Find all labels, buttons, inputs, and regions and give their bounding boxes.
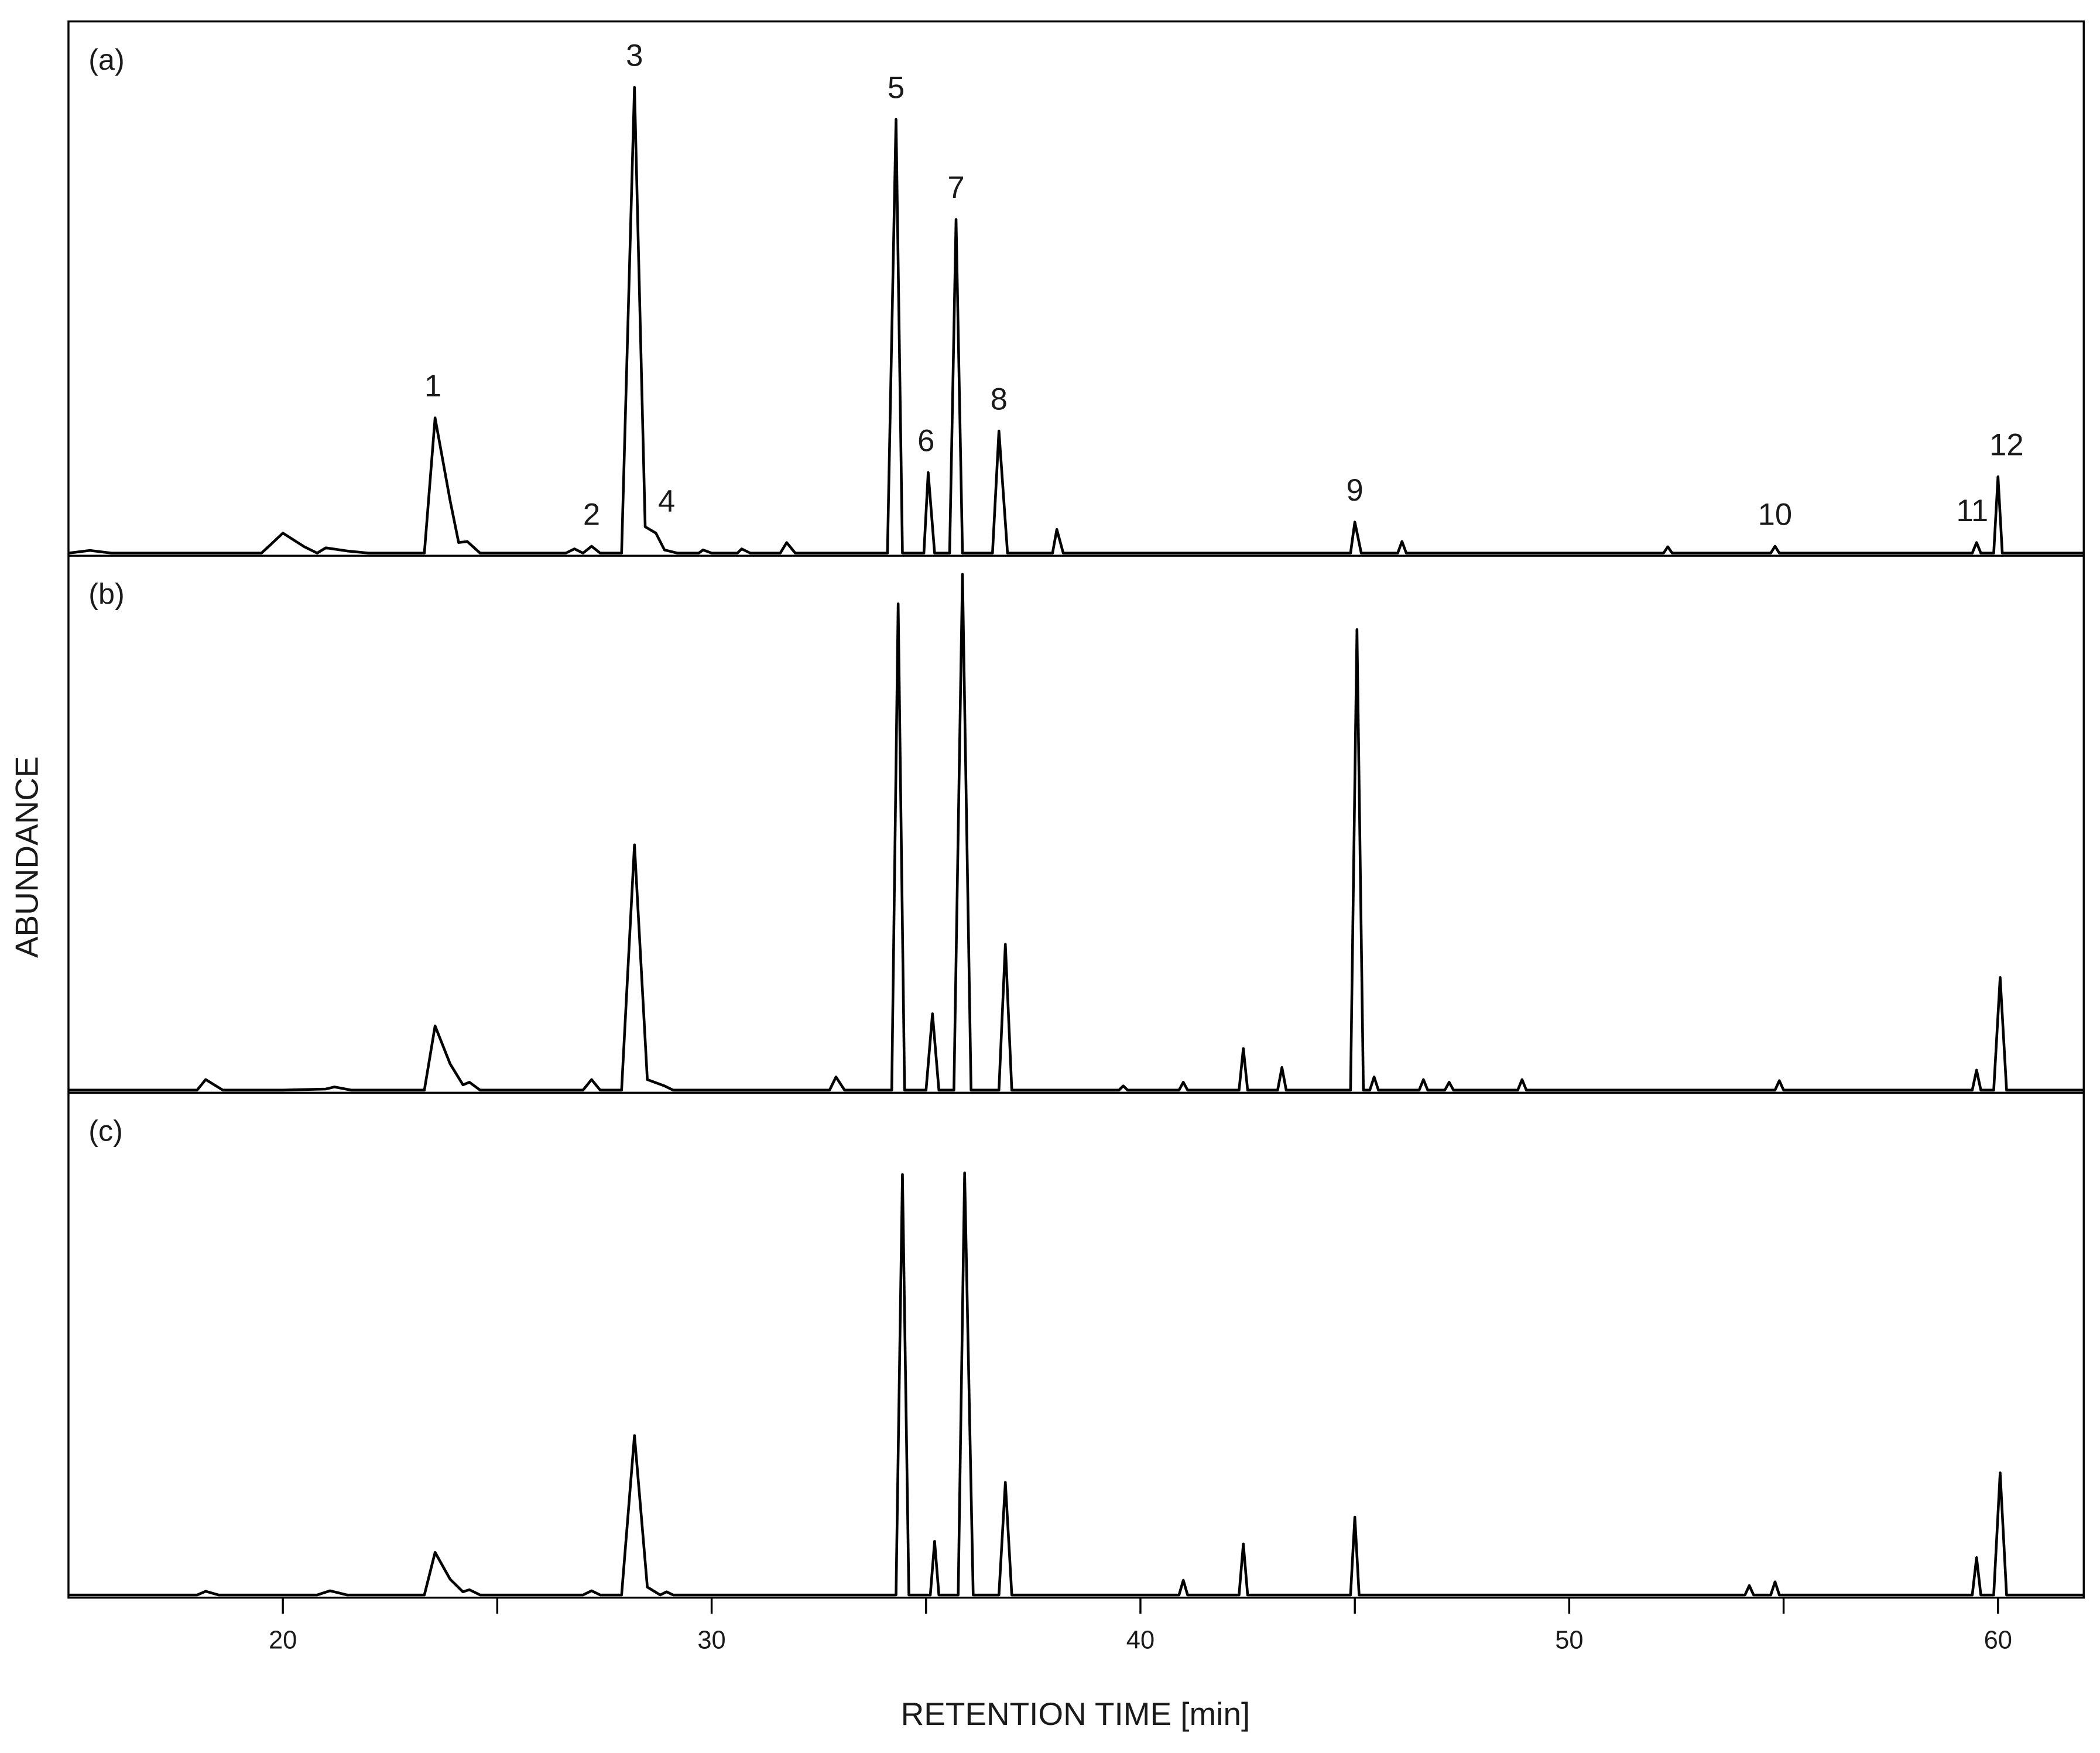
trace (68, 573, 2084, 1092)
peak-label: 9 (1347, 473, 1364, 508)
peak-label: 3 (626, 39, 643, 73)
peak-label: 8 (991, 382, 1008, 416)
peak-label: 2 (583, 497, 600, 532)
panel-label: (a) (88, 43, 124, 76)
y-axis-label: ABUNDANCE (8, 756, 44, 958)
peak-label: 10 (1758, 497, 1793, 532)
panel-label: (c) (88, 1114, 123, 1148)
x-tick-label: 60 (1984, 1627, 2012, 1655)
peak-label: 4 (658, 484, 675, 519)
peak-label: 7 (947, 170, 964, 205)
x-tick-label: 20 (269, 1627, 297, 1655)
peak-label: 5 (888, 70, 905, 105)
panel-label: (b) (88, 577, 124, 611)
peak-label: 6 (917, 424, 934, 458)
x-tick-label: 40 (1126, 1627, 1155, 1655)
peak-label: 1 (424, 369, 441, 403)
trace (68, 1171, 2084, 1597)
x-tick-label: 30 (697, 1627, 725, 1655)
plot-frame (67, 20, 2085, 1599)
x-tick-label: 50 (1555, 1627, 1583, 1655)
x-axis-label: RETENTION TIME [min] (901, 1696, 1251, 1732)
peak-label: 12 (1989, 428, 2024, 463)
trace (68, 85, 2084, 554)
peak-label: 11 (1957, 494, 1989, 528)
